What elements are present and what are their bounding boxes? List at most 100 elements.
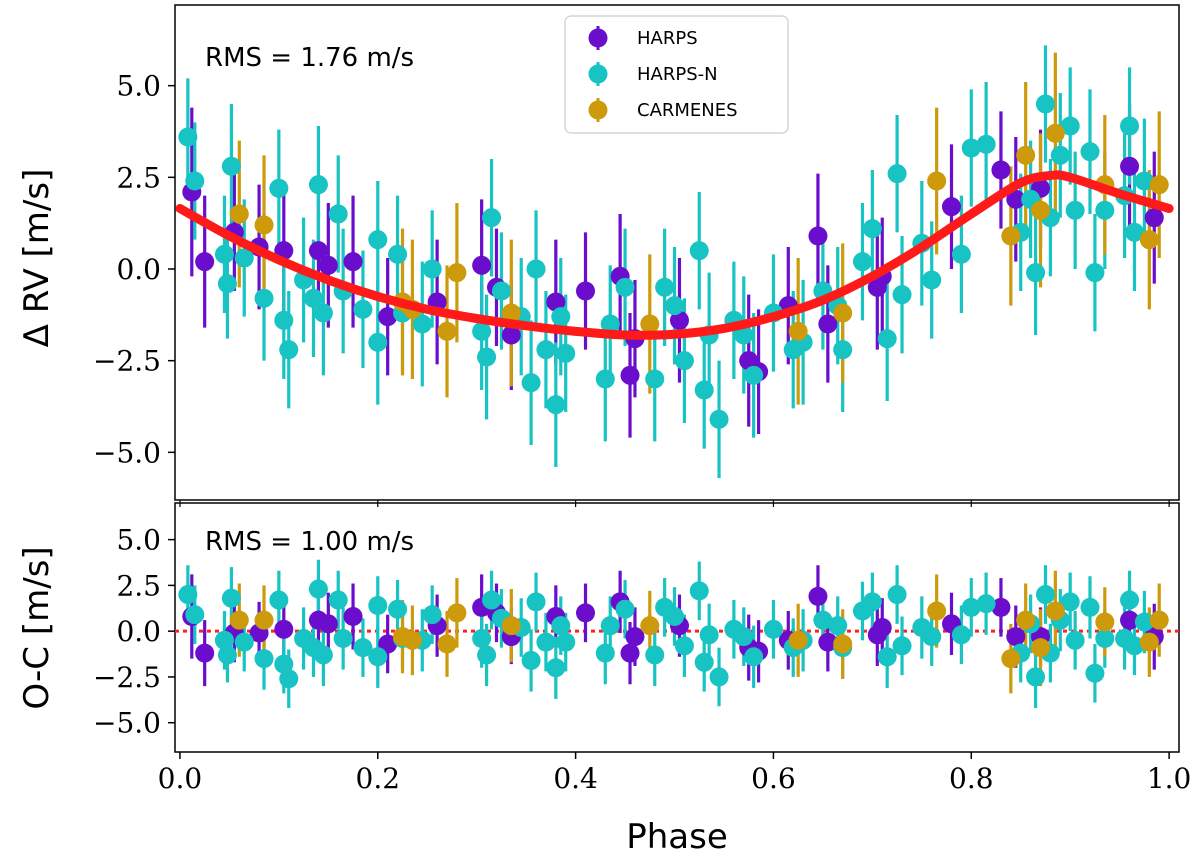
residual-carmenes-point xyxy=(1149,610,1169,630)
rv-harps-point xyxy=(472,255,492,275)
rv-harps-n-point xyxy=(1060,116,1080,136)
rv-harps-n-point xyxy=(1120,116,1140,136)
rv-harps-n-point xyxy=(477,347,497,367)
residual-harps-n-point xyxy=(269,590,289,610)
residual-harps-point xyxy=(1120,610,1140,630)
rv-harps-n-point xyxy=(833,340,853,360)
x-tick-label: 0.6 xyxy=(751,762,796,795)
residual-harps-n-point xyxy=(699,625,719,645)
rv-harps-point xyxy=(378,307,398,327)
rv-harps-n-point xyxy=(269,178,289,198)
residual-harps-n-point xyxy=(961,597,981,617)
keplerian-model-curve xyxy=(175,170,1174,340)
residual-harps-n-point xyxy=(368,596,388,616)
residual-data-layer xyxy=(175,559,1179,709)
residual-harps-n-point xyxy=(279,669,299,689)
rv-harps-n-point xyxy=(1134,171,1154,191)
residual-harps-point xyxy=(808,586,828,606)
residual-harps-n-point xyxy=(368,647,388,667)
residual-harps-n-point xyxy=(254,649,274,669)
residual-harps-n-point xyxy=(694,652,714,672)
residual-y-axis-title: O-C [m/s] xyxy=(17,546,57,709)
rv-harps-n-point xyxy=(368,332,388,352)
residual-carmenes-point xyxy=(927,601,947,621)
rv-harps-point xyxy=(308,241,328,261)
residual-harps-point xyxy=(872,618,892,637)
rv-harps-n-point xyxy=(1035,94,1055,114)
rv-carmenes-point xyxy=(1139,230,1159,250)
rv-harps-n-point xyxy=(556,343,576,363)
residual-harps-n-point xyxy=(217,645,237,665)
rv-harps-n-point xyxy=(922,270,942,290)
rv-harps-n-point xyxy=(709,409,729,429)
residual-carmenes-point xyxy=(1045,601,1065,621)
rv-harps-n-point xyxy=(185,171,205,191)
rv-carmenes-point xyxy=(501,303,521,323)
rv-harps-n-point xyxy=(744,365,764,385)
residual-harps-n-point xyxy=(976,594,996,614)
residual-harps-n-point xyxy=(600,616,620,636)
residual-harps-point xyxy=(576,603,596,623)
residual-carmenes-point xyxy=(402,630,422,650)
residual-harps-n-point xyxy=(185,605,205,625)
residual-harps-n-point xyxy=(274,654,294,674)
rv-harps-n-point xyxy=(313,303,333,323)
residual-harps-n-point xyxy=(615,599,635,619)
residual-harps-point xyxy=(318,614,338,634)
rv-harps-point xyxy=(991,160,1011,180)
rv-harps-point xyxy=(818,314,838,334)
rv-harps-n-point xyxy=(951,244,971,264)
residual-harps-n-point xyxy=(922,627,942,647)
residual-carmenes-point xyxy=(447,603,467,623)
rv-carmenes-point xyxy=(229,204,249,224)
x-tick-label: 1.0 xyxy=(1147,762,1192,795)
rv-carmenes-point xyxy=(1031,200,1051,220)
residual-harps-n-point xyxy=(1120,590,1140,610)
residual-carmenes-point xyxy=(1001,649,1021,669)
rv-harps-n-point xyxy=(1095,200,1115,220)
rv-harps-n-point xyxy=(551,307,571,327)
legend-label: HARPS xyxy=(637,28,698,49)
rv-harps-n-point xyxy=(308,175,328,195)
rv-harps-n-point xyxy=(1124,222,1144,242)
rv-harps-point xyxy=(318,255,338,275)
residual-rms-annotation: RMS = 1.00 m/s xyxy=(205,527,414,557)
legend: HARPS HARPS-N CARMENES xyxy=(564,15,789,134)
residual-harps-n-point xyxy=(951,625,971,645)
residual-harps-n-point xyxy=(862,592,882,612)
rv-harps-n-point xyxy=(221,156,241,176)
rv-harps-n-point xyxy=(852,252,872,272)
residual-harps-n-point xyxy=(1035,585,1055,605)
rv-harps-n-point xyxy=(526,259,546,279)
residual-harps-n-point xyxy=(422,605,442,625)
rv-harps-n-point xyxy=(472,321,492,341)
rv-harps-n-point xyxy=(689,241,709,261)
residual-harps-n-point xyxy=(234,632,254,652)
legend-entry-carmenes: CARMENES xyxy=(588,98,738,122)
rv-harps-n-point xyxy=(217,274,237,294)
rv-y-tick-label: −2.5 xyxy=(93,345,161,378)
residual-harps-n-point xyxy=(333,628,353,648)
residual-harps-point xyxy=(195,643,215,663)
rv-harps-n-point xyxy=(214,244,234,264)
rv-harps-n-point xyxy=(353,299,373,319)
residual-harps-n-point xyxy=(472,628,492,648)
rv-harps-n-point xyxy=(279,340,299,360)
rv-y-tick-label: −5.0 xyxy=(93,436,161,469)
residual-harps-n-point xyxy=(477,645,497,665)
x-axis-title: Phase xyxy=(626,817,728,857)
rv-harps-n-point xyxy=(234,248,254,268)
residual-harps-point xyxy=(378,634,398,654)
x-tick-label: 0.2 xyxy=(356,762,401,795)
rv-carmenes-point xyxy=(437,321,457,341)
rv-harps-n-point xyxy=(482,208,502,228)
rv-harps-point xyxy=(808,226,828,246)
rv-harps-n-point xyxy=(546,395,566,415)
rv-carmenes-point xyxy=(833,303,853,323)
rv-harps-n-point xyxy=(734,325,754,345)
rv-harps-n-point xyxy=(862,219,882,239)
residual-panel: 5.0 2.5 0.0 −2.5 −5.0 RMS = 1.00 m/s O-C [m/… xyxy=(17,502,1180,753)
rv-harps-n-point xyxy=(303,288,323,308)
legend-label: CARMENES xyxy=(637,100,738,121)
rv-harps-n-point xyxy=(887,164,907,184)
